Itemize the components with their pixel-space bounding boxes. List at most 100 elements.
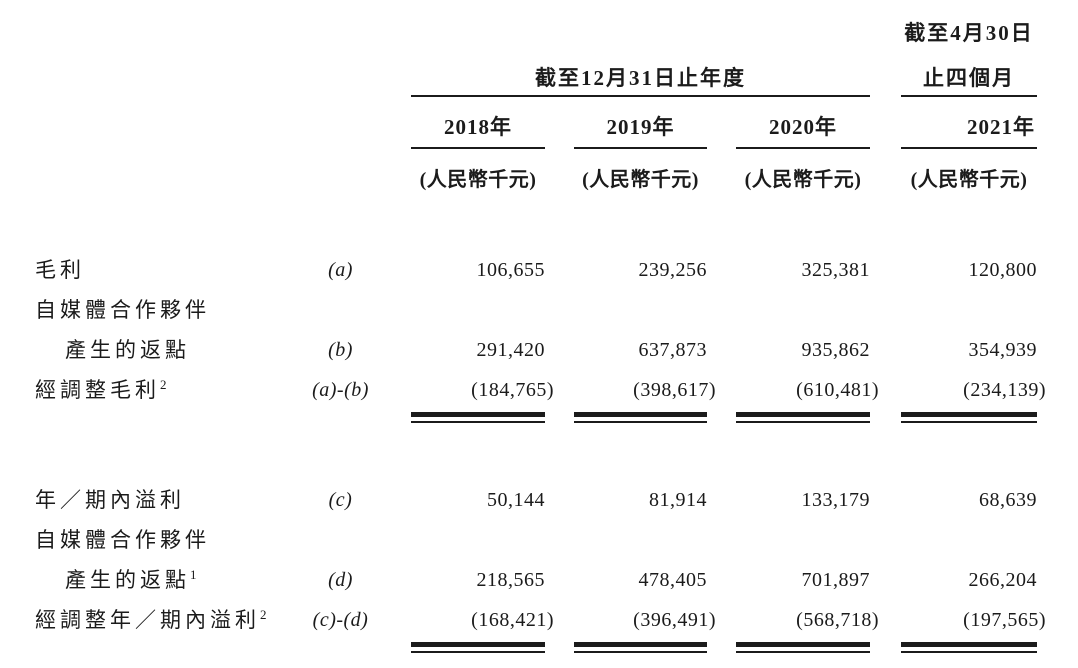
value-text: 354,939 bbox=[968, 339, 1037, 361]
interim-period-caption-line1: 截至4月30日 bbox=[904, 20, 1034, 45]
double-underline-2019 bbox=[574, 642, 707, 653]
value-2020: 133,179 bbox=[736, 480, 870, 520]
row-label-text: 毛利 bbox=[35, 258, 85, 282]
value-text: 701,897 bbox=[801, 569, 870, 591]
table-row-adjusted-gross-profit: 經調整毛利2 (a)-(b) (184,765) (398,617) (610,… bbox=[0, 370, 1078, 410]
double-rule-row-section2 bbox=[0, 640, 1078, 654]
value-text: (396,491) bbox=[633, 609, 716, 631]
value-2019: (396,491) bbox=[574, 600, 715, 640]
year-header-2020: 2020年 bbox=[736, 97, 870, 149]
value-2021: 120,800 bbox=[901, 250, 1037, 290]
value-2018: 291,420 bbox=[411, 330, 545, 370]
row-ref: (d) bbox=[328, 569, 353, 591]
row-ref: (a) bbox=[328, 259, 353, 281]
value-text: (197,565) bbox=[963, 609, 1046, 631]
year-header-2018: 2018年 bbox=[411, 97, 545, 149]
double-underline-2020 bbox=[736, 642, 870, 653]
value-2021: 266,204 bbox=[901, 560, 1037, 600]
value-2020: 701,897 bbox=[736, 560, 870, 600]
double-underline-2019 bbox=[574, 412, 707, 423]
value-2018: 106,655 bbox=[411, 250, 545, 290]
value-2021: (197,565) bbox=[901, 600, 1045, 640]
value-text: 325,381 bbox=[801, 259, 870, 281]
table-row-rebates-caption-2: 自媒體合作夥伴 bbox=[0, 520, 1078, 560]
value-text: 478,405 bbox=[638, 569, 707, 591]
row-label-superscript: 1 bbox=[190, 567, 197, 582]
row-label: 經調整年／期內溢利2 bbox=[0, 600, 300, 640]
value-text: 133,179 bbox=[801, 489, 870, 511]
value-text: 637,873 bbox=[638, 339, 707, 361]
year-header-2021: 2021年 bbox=[901, 97, 1037, 149]
table-row-adjusted-profit: 經調整年／期內溢利2 (c)-(d) (168,421) (396,491) (… bbox=[0, 600, 1078, 640]
row-label-superscript: 2 bbox=[260, 607, 267, 622]
header-row-units: (人民幣千元) (人民幣千元) (人民幣千元) (人民幣千元) bbox=[0, 149, 1078, 195]
header-body-gap bbox=[0, 195, 1078, 250]
value-2020: (568,718) bbox=[736, 600, 878, 640]
row-label: 產生的返點1 bbox=[0, 560, 300, 600]
value-text: 291,420 bbox=[476, 339, 545, 361]
row-label-text: 經調整毛利 bbox=[35, 378, 160, 402]
double-underline-2021 bbox=[901, 642, 1037, 653]
value-2019: 81,914 bbox=[574, 480, 707, 520]
value-2018: 50,144 bbox=[411, 480, 545, 520]
row-label-text: 年／期內溢利 bbox=[35, 488, 185, 512]
row-label-superscript: 2 bbox=[160, 377, 167, 392]
value-2020: 325,381 bbox=[736, 250, 870, 290]
annual-period-caption: 截至12月31日止年度 bbox=[411, 45, 870, 97]
row-label: 自媒體合作夥伴 bbox=[0, 520, 300, 560]
row-label: 年／期內溢利 bbox=[0, 480, 300, 520]
value-text: 106,655 bbox=[476, 259, 545, 281]
double-underline-2018 bbox=[411, 412, 545, 423]
double-rule-row-section1 bbox=[0, 410, 1078, 424]
table-row-gross-profit: 毛利 (a) 106,655 239,256 325,381 120,800 bbox=[0, 250, 1078, 290]
value-text: (184,765) bbox=[471, 379, 554, 401]
table-row-rebates-profit: 產生的返點1 (d) 218,565 478,405 701,897 266,2… bbox=[0, 560, 1078, 600]
header-row-period-captions: 截至12月31日止年度 止四個月 bbox=[0, 45, 1078, 97]
value-2021: (234,139) bbox=[901, 370, 1045, 410]
value-text: (610,481) bbox=[796, 379, 879, 401]
value-text: 218,565 bbox=[476, 569, 545, 591]
value-2020: 935,862 bbox=[736, 330, 870, 370]
value-text: 50,144 bbox=[487, 489, 545, 511]
row-ref: (b) bbox=[328, 339, 353, 361]
value-2018: (168,421) bbox=[411, 600, 553, 640]
row-label-text: 經調整年／期內溢利 bbox=[35, 608, 260, 632]
row-label: 自媒體合作夥伴 bbox=[0, 290, 300, 330]
value-text: 68,639 bbox=[979, 489, 1037, 511]
value-2018: (184,765) bbox=[411, 370, 553, 410]
value-text: 266,204 bbox=[968, 569, 1037, 591]
table-row-rebates-gross: 產生的返點 (b) 291,420 637,873 935,862 354,93… bbox=[0, 330, 1078, 370]
row-label-text: 自媒體合作夥伴 bbox=[35, 528, 210, 552]
double-underline-2021 bbox=[901, 412, 1037, 423]
row-ref: (a)-(b) bbox=[312, 379, 369, 401]
value-text: (168,421) bbox=[471, 609, 554, 631]
row-label: 經調整毛利2 bbox=[0, 370, 300, 410]
year-header-2019: 2019年 bbox=[574, 97, 707, 149]
unit-label-2021: (人民幣千元) bbox=[910, 169, 1028, 191]
section-gap bbox=[0, 424, 1078, 480]
double-underline-2020 bbox=[736, 412, 870, 423]
double-underline-2018 bbox=[411, 642, 545, 653]
row-label: 產生的返點 bbox=[0, 330, 300, 370]
header-row-interim-line1: 截至4月30日 bbox=[0, 15, 1078, 45]
table-row-profit: 年／期內溢利 (c) 50,144 81,914 133,179 68,639 bbox=[0, 480, 1078, 520]
row-ref: (c) bbox=[328, 489, 353, 511]
row-ref: (c)-(d) bbox=[312, 609, 369, 631]
value-text: (398,617) bbox=[633, 379, 716, 401]
value-2018: 218,565 bbox=[411, 560, 545, 600]
value-2019: (398,617) bbox=[574, 370, 715, 410]
value-text: 81,914 bbox=[649, 489, 707, 511]
value-2020: (610,481) bbox=[736, 370, 878, 410]
value-text: 120,800 bbox=[968, 259, 1037, 281]
value-text: (234,139) bbox=[963, 379, 1046, 401]
value-text: 935,862 bbox=[801, 339, 870, 361]
row-label-text: 產生的返點 bbox=[65, 568, 190, 592]
unit-label-2019: (人民幣千元) bbox=[582, 169, 699, 191]
value-2019: 478,405 bbox=[574, 560, 707, 600]
value-2019: 239,256 bbox=[574, 250, 707, 290]
interim-period-caption-line2: 止四個月 bbox=[901, 45, 1037, 97]
value-text: 239,256 bbox=[638, 259, 707, 281]
unit-label-2018: (人民幣千元) bbox=[419, 169, 537, 191]
row-label-text: 產生的返點 bbox=[65, 338, 190, 362]
